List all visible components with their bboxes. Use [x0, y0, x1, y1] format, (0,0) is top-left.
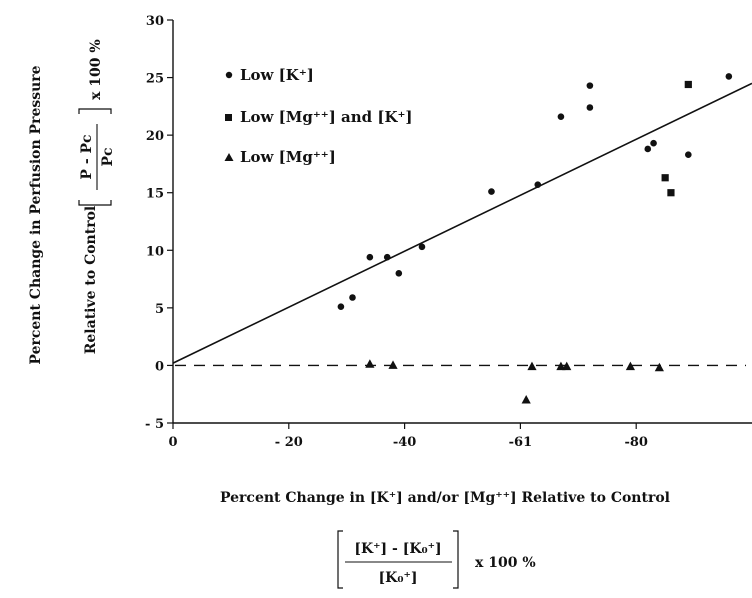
data-point-triangle [365, 359, 375, 368]
legend-label-low-mg-and-k: Low [Mg⁺⁺] and [K⁺] [240, 108, 413, 126]
data-point-circle [534, 181, 542, 188]
x-formula-denominator: [K₀⁺] [379, 570, 418, 586]
legend-marker-circle [225, 71, 233, 79]
y-tick-label: 5 [155, 302, 164, 317]
y-tick-label: 20 [146, 129, 164, 144]
data-point-circle [644, 145, 652, 153]
x-formula-suffix: x 100 % [475, 555, 536, 571]
y-tick-label: 0 [155, 359, 164, 374]
data-point-circle [395, 270, 403, 277]
y-axis-ticks: - 5 0 5 10 15 20 25 30 [145, 14, 173, 432]
data-point-circle [557, 113, 565, 121]
data-point-circle [586, 82, 594, 89]
data-point-circle [418, 243, 426, 251]
x-axis-label-line1: Percent Change in [K⁺] and/or [Mg⁺⁺] Rel… [220, 490, 670, 506]
x-tick-label: -80 [624, 435, 648, 450]
y-tick-label: 30 [146, 14, 164, 29]
y-tick-label: 25 [146, 72, 164, 87]
data-point-triangle [562, 361, 572, 371]
x-formula-left-bracket [337, 530, 343, 589]
data-point-circle [685, 151, 692, 159]
legend-marker-square [225, 114, 232, 121]
data-points [337, 73, 733, 404]
x-formula-numerator: [K⁺] - [K₀⁺] [354, 541, 441, 557]
legend-marker-triangle [224, 153, 234, 161]
x-tick-label: -40 [393, 435, 417, 450]
x-formula-right-bracket [453, 530, 459, 589]
data-point-circle [366, 253, 374, 261]
data-point-circle [586, 104, 594, 111]
data-point-triangle [654, 362, 664, 372]
legend-label-low-k: Low [K⁺] [240, 66, 314, 84]
x-tick-label: -61 [509, 435, 533, 450]
x-tick-label: - 20 [275, 435, 303, 450]
y-formula-right-bracket [78, 108, 112, 114]
data-point-circle [488, 188, 495, 195]
x-axis-formula: [K⁺] - [K₀⁺] [K₀⁺] x 100 % [337, 530, 536, 589]
data-point-square [684, 80, 692, 89]
data-point-triangle [521, 394, 531, 404]
y-axis-label-line2: Relative to Control [83, 206, 99, 354]
data-point-triangle [625, 361, 636, 371]
y-axis-label-line1: Percent Change in Perfusion Pressure [28, 65, 44, 364]
y-formula-denominator: Pc [100, 147, 116, 166]
y-formula-suffix: x 100 % [88, 39, 104, 100]
data-point-square [661, 174, 669, 182]
data-point-circle [383, 253, 391, 261]
y-tick-label: 10 [146, 244, 164, 259]
data-point-circle [650, 139, 657, 147]
legend-label-low-mg: Low [Mg⁺⁺] [240, 148, 336, 166]
y-axis-formula: P - Pc Pc x 100 % [78, 39, 116, 206]
data-point-triangle [556, 361, 566, 371]
y-tick-label: 15 [146, 187, 164, 202]
y-tick-label: - 5 [145, 417, 164, 432]
data-point-triangle [527, 361, 537, 371]
x-axis-ticks: 0 - 20 -40 -61 -80 [168, 423, 648, 450]
regression-line [172, 82, 752, 364]
y-formula-left-bracket [78, 200, 112, 206]
y-formula-numerator: P - Pc [79, 134, 95, 179]
x-tick-label: 0 [168, 435, 177, 450]
data-point-circle [725, 73, 733, 80]
data-point-triangle [388, 360, 398, 369]
legend: Low [K⁺] Low [Mg⁺⁺] and [K⁺] Low [Mg⁺⁺] [224, 66, 413, 166]
data-point-square [667, 189, 675, 197]
data-point-circle [349, 294, 356, 301]
data-point-circle [337, 303, 345, 311]
